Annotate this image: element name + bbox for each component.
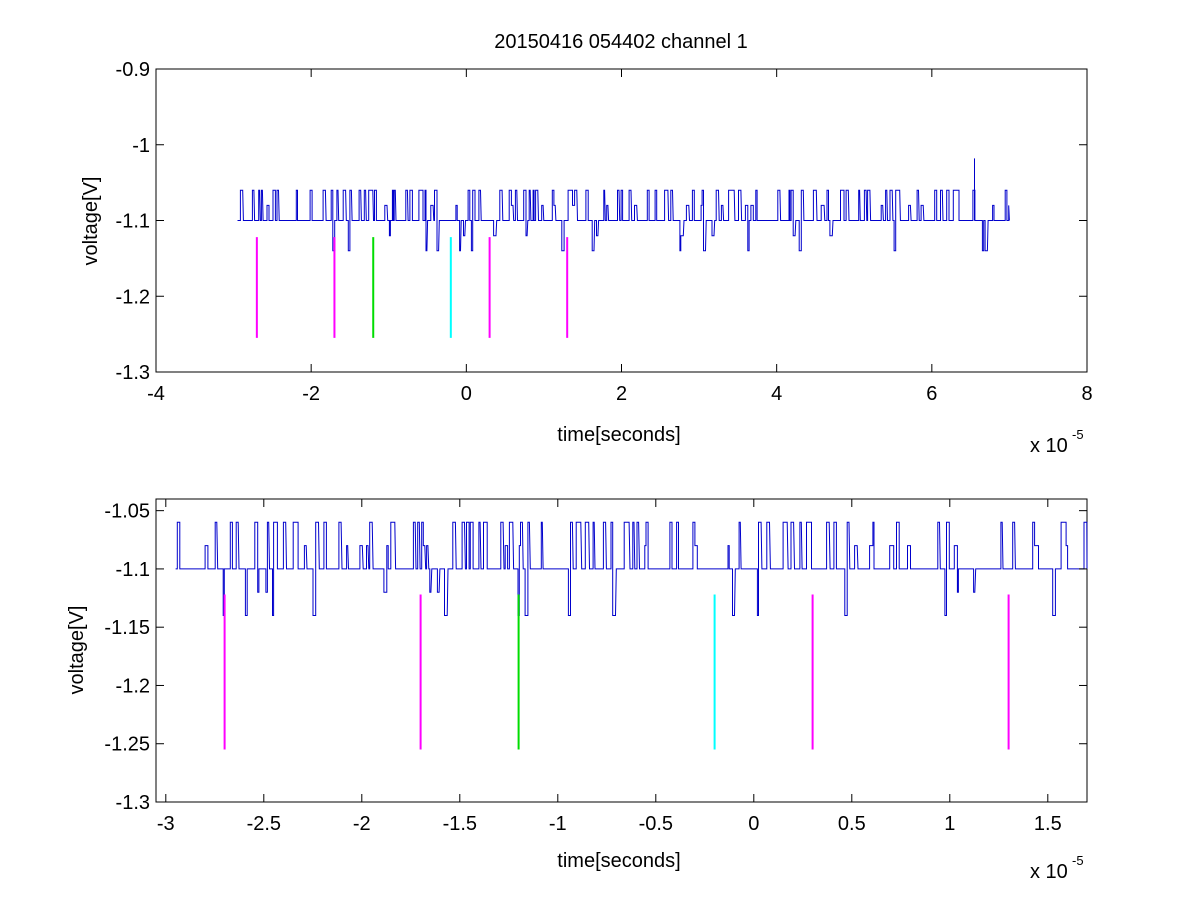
- top-x-exponent-power: -5: [1072, 427, 1084, 442]
- top-y-axis-label: voltage[V]: [80, 177, 102, 266]
- bottom-x-tick-label: -1: [549, 813, 567, 835]
- top-x-tick-label: -4: [147, 383, 165, 405]
- bottom-x-tick-label: -0.5: [639, 813, 673, 835]
- top-x-tick-label: 2: [616, 383, 627, 405]
- top-y-tick-label: -1.2: [116, 286, 150, 308]
- bottom-y-tick-label: -1.15: [104, 617, 150, 639]
- top-y-tick-label: -0.9: [116, 59, 150, 81]
- top-signal-trace: [237, 158, 1010, 252]
- top-y-ticks: -1.3 -1.2 -1.1 -1 -0.9: [116, 59, 1087, 384]
- bottom-x-exponent-power: -5: [1072, 853, 1084, 868]
- bottom-x-tick-label: 0.5: [838, 813, 866, 835]
- bottom-y-axis-label: voltage[V]: [66, 606, 88, 695]
- bottom-subplot: -3 -2.5 -2 -1.5 -1 -0.5 0 0.5 1 1.5 -1.3 -1.25 -1.2…: [66, 498, 1088, 883]
- bottom-axes-frame: [155, 498, 1088, 803]
- top-x-tick-label: 4: [771, 383, 782, 405]
- bottom-x-tick-label: 1.5: [1034, 813, 1062, 835]
- top-x-tick-label: -2: [302, 383, 320, 405]
- bottom-signal-line: [175, 521, 1088, 616]
- top-x-ticks: -4 -2 0 2 4 6 8: [147, 69, 1093, 405]
- top-x-axis-label: time[seconds]: [557, 424, 680, 446]
- bottom-x-ticks: -3 -2.5 -2 -1.5 -1 -0.5 0 0.5 1 1.5: [157, 499, 1062, 835]
- top-x-exponent: x 10: [1030, 435, 1068, 457]
- top-x-tick-label: 6: [926, 383, 937, 405]
- bottom-x-tick-label: 0: [748, 813, 759, 835]
- bottom-x-tick-label: -2.5: [247, 813, 281, 835]
- top-event-markers: [255, 237, 569, 338]
- bottom-x-tick-label: -3: [157, 813, 175, 835]
- top-signal-line: [237, 189, 1010, 252]
- top-y-tick-label: -1: [132, 135, 150, 157]
- bottom-y-tick-label: -1.3: [116, 792, 150, 814]
- top-x-tick-label: 0: [461, 383, 472, 405]
- top-y-tick-label: -1.1: [116, 211, 150, 233]
- bottom-y-tick-label: -1.25: [104, 734, 150, 756]
- bottom-y-tick-label: -1.2: [116, 675, 150, 697]
- chart-title: 20150416 054402 channel 1: [494, 31, 748, 53]
- top-y-tick-label: -1.3: [116, 362, 150, 384]
- bottom-y-tick-label: -1.05: [104, 501, 150, 523]
- top-x-tick-label: 8: [1081, 383, 1092, 405]
- bottom-x-axis-label: time[seconds]: [557, 850, 680, 872]
- top-subplot: -4 -2 0 2 4 6 8 -1.3 -1.2 -1.1 -1 -0.9 time[second…: [80, 59, 1093, 457]
- bottom-x-tick-label: 1: [944, 813, 955, 835]
- bottom-x-tick-label: -2: [353, 813, 371, 835]
- bottom-x-tick-label: -1.5: [443, 813, 477, 835]
- bottom-x-exponent: x 10: [1030, 861, 1068, 883]
- bottom-y-tick-label: -1.1: [116, 559, 150, 581]
- bottom-y-ticks: -1.3 -1.25 -1.2 -1.15 -1.1 -1.05: [104, 501, 1087, 814]
- bottom-signal-trace: [175, 521, 1088, 616]
- bottom-event-markers: [223, 594, 1010, 750]
